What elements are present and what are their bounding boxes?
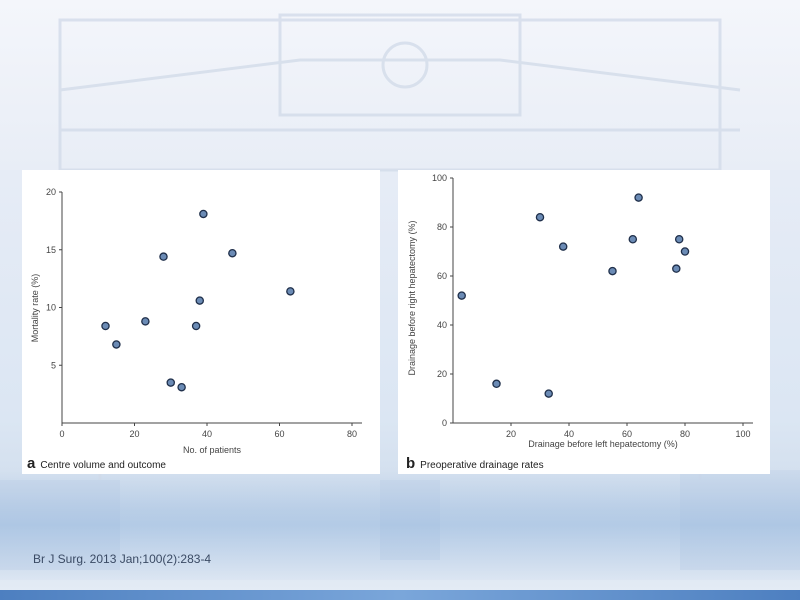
x-tick-label-b: 40 (564, 429, 574, 439)
data-point-a (177, 382, 186, 392)
data-point-b (628, 235, 638, 244)
data-point-b (544, 389, 553, 398)
y-tick-label-b: 0 (442, 418, 447, 428)
x-tick-label-a: 60 (274, 429, 284, 439)
data-point-a (195, 296, 204, 305)
data-point-a (141, 317, 150, 326)
y-tick-label-a: 20 (46, 187, 56, 197)
x-axis-label-b: Drainage before left hepatectomy (%) (528, 439, 678, 449)
data-point-b (608, 266, 617, 276)
data-point-a (101, 321, 110, 331)
citation-text: Br J Surg. 2013 Jan;100(2):283-4 (33, 552, 212, 566)
data-point-a (228, 248, 237, 258)
y-tick-label-b: 60 (437, 271, 447, 281)
bottom-accent-bar (0, 590, 800, 600)
x-tick-label-b: 20 (506, 429, 516, 439)
y-tick-label-b: 100 (432, 173, 447, 183)
data-point-a (159, 252, 168, 261)
caption-a: a Centre volume and outcome (27, 455, 166, 472)
data-point-b (492, 379, 501, 389)
x-tick-label-a: 40 (202, 429, 212, 439)
y-tick-label-a: 5 (51, 360, 56, 370)
x-tick-label-a: 0 (59, 429, 64, 439)
caption-text-b: Preoperative drainage rates (420, 460, 544, 471)
background-band (0, 470, 800, 580)
y-tick-label-a: 15 (46, 245, 56, 255)
y-tick-label-b: 40 (437, 320, 447, 330)
data-point-b (535, 212, 545, 222)
x-tick-label-a: 80 (347, 429, 357, 439)
scatter-chart-a: 0 20 40 60 80 5 10 15 20 No. of patients Mortali… (30, 187, 362, 455)
data-point-b (558, 242, 568, 251)
data-point-b (680, 247, 690, 256)
y-tick-label-b: 20 (437, 369, 447, 379)
data-point-b (672, 264, 681, 273)
data-point-a (112, 340, 121, 349)
x-tick-label-a: 20 (129, 429, 139, 439)
x-tick-label-b: 80 (680, 429, 690, 439)
data-point-a (191, 321, 201, 331)
x-axis-label-a: No. of patients (183, 445, 242, 455)
panel-letter-b: b (406, 455, 416, 472)
data-point-b (634, 193, 643, 202)
y-axis-label-a: Mortality rate (%) (30, 274, 40, 343)
caption-text-a: Centre volume and outcome (40, 460, 166, 471)
y-tick-label-b: 80 (437, 222, 447, 232)
chart-panel-b: 20 40 60 80 100 0 20 40 60 80 100 Drainage before … (398, 170, 770, 474)
x-tick-label-b: 60 (622, 429, 632, 439)
scatter-chart-b: 20 40 60 80 100 0 20 40 60 80 100 Drainage before … (407, 173, 753, 449)
y-axis-label-b: Drainage before right hepatectomy (%) (407, 220, 417, 375)
data-point-b (457, 291, 466, 300)
x-tick-label-b: 100 (735, 429, 750, 439)
data-point-a (286, 287, 295, 296)
caption-b: b Preoperative drainage rates (406, 455, 544, 472)
y-tick-label-a: 10 (46, 303, 56, 313)
data-point-a (199, 209, 208, 219)
data-point-a (166, 378, 175, 387)
chart-panel-a: 0 20 40 60 80 5 10 15 20 No. of patients Mortali… (22, 170, 380, 474)
data-point-b (674, 235, 684, 244)
panel-letter-a: a (27, 455, 36, 472)
